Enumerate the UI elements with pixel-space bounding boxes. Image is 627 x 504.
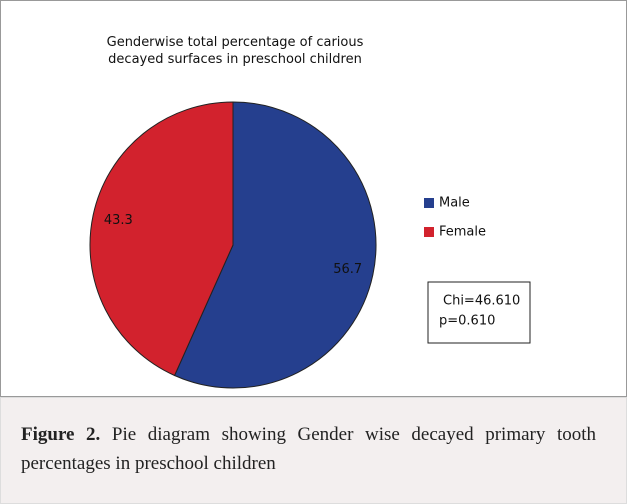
pie-slice — [89, 101, 234, 377]
chart: 56.7 43.3 Male Female Chi=46.610 p=0.610 — [89, 101, 531, 389]
annotation: Chi=46.610 — [443, 294, 520, 309]
legend-swatch — [424, 198, 434, 208]
data-label: 43.3 — [104, 213, 133, 228]
annotation-box — [427, 281, 531, 344]
annotation: p=0.610 — [439, 314, 495, 329]
caption-label: Figure 2. — [21, 424, 101, 445]
chart-title: Genderwise total percentage of carious d… — [106, 35, 364, 67]
caption-text: Pie diagram showing Gender wise decayed … — [21, 424, 597, 474]
figure-caption: Figure 2. Pie diagram showing Gender wis… — [0, 397, 627, 504]
legend-label: Male — [439, 196, 470, 211]
legend-swatch — [424, 227, 434, 237]
legend-label: Female — [439, 225, 486, 240]
pie-slice — [173, 101, 377, 389]
data-label: 56.7 — [333, 262, 362, 277]
